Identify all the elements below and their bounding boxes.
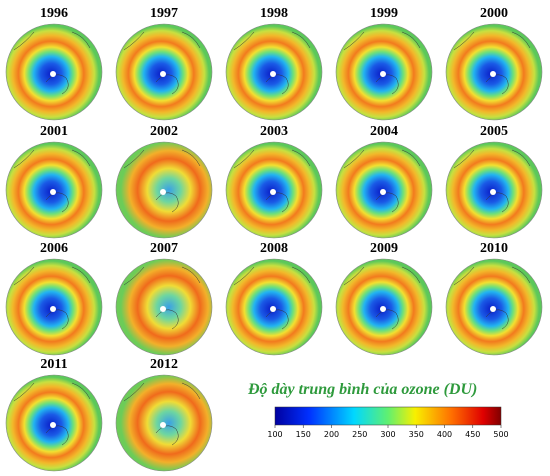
year-label: 2012: [150, 357, 178, 372]
coastline: [233, 31, 311, 95]
coastline: [343, 149, 421, 213]
year-label: 2001: [40, 124, 68, 139]
year-label: 2000: [480, 6, 508, 21]
pole-dot: [50, 189, 56, 195]
pole-dot: [380, 71, 386, 77]
year-label: 1999: [370, 6, 398, 21]
year-label: 2008: [260, 241, 288, 256]
year-label: 2011: [40, 357, 67, 372]
colorbar-tick-label: 400: [437, 430, 452, 439]
year-label: 2004: [370, 124, 398, 139]
coastline: [453, 31, 531, 95]
year-label: 1996: [40, 6, 68, 21]
pole-dot: [490, 189, 496, 195]
pole-dot: [490, 306, 496, 312]
year-label: 2003: [260, 124, 288, 139]
year-label: 2009: [370, 241, 398, 256]
pole-dot: [50, 422, 56, 428]
coastline: [123, 266, 201, 330]
coastline: [123, 149, 201, 213]
coastline: [13, 266, 91, 330]
coastline: [233, 266, 311, 330]
coastline: [123, 382, 201, 446]
pole-dot: [50, 71, 56, 77]
coastline: [13, 382, 91, 446]
coastline: [343, 266, 421, 330]
colorbar-tick-label: 150: [296, 430, 311, 439]
pole-dot: [270, 71, 276, 77]
colorbar-tick-label: 250: [352, 430, 367, 439]
coastline: [13, 31, 91, 95]
year-label: 2007: [150, 241, 178, 256]
year-label: 1997: [150, 6, 178, 21]
year-label: 2010: [480, 241, 508, 256]
coastline: [233, 149, 311, 213]
coastline: [453, 266, 531, 330]
year-label: 1998: [260, 6, 288, 21]
pole-dot: [160, 189, 166, 195]
colorbar-tick-label: 200: [324, 430, 339, 439]
colorbar-tick-label: 500: [493, 430, 508, 439]
coastline: [343, 31, 421, 95]
colorbar-tick-label: 450: [465, 430, 480, 439]
coastline: [453, 149, 531, 213]
year-label: 2005: [480, 124, 508, 139]
pole-dot: [380, 189, 386, 195]
colorbar-tick-label: 350: [409, 430, 424, 439]
colorbar-tick-label: 100: [267, 430, 282, 439]
pole-dot: [160, 71, 166, 77]
pole-dot: [270, 306, 276, 312]
coastline: [13, 149, 91, 213]
coastline: [123, 31, 201, 95]
pole-dot: [50, 306, 56, 312]
pole-dot: [160, 422, 166, 428]
pole-dot: [490, 71, 496, 77]
colorbar-tick-label: 300: [380, 430, 395, 439]
pole-dot: [270, 189, 276, 195]
pole-dot: [160, 306, 166, 312]
legend-title: Độ dày trung bình của ozone (DU): [247, 381, 477, 398]
year-label: 2002: [150, 124, 178, 139]
year-label: 2006: [40, 241, 68, 256]
colorbar: [274, 406, 502, 426]
pole-dot: [380, 306, 386, 312]
